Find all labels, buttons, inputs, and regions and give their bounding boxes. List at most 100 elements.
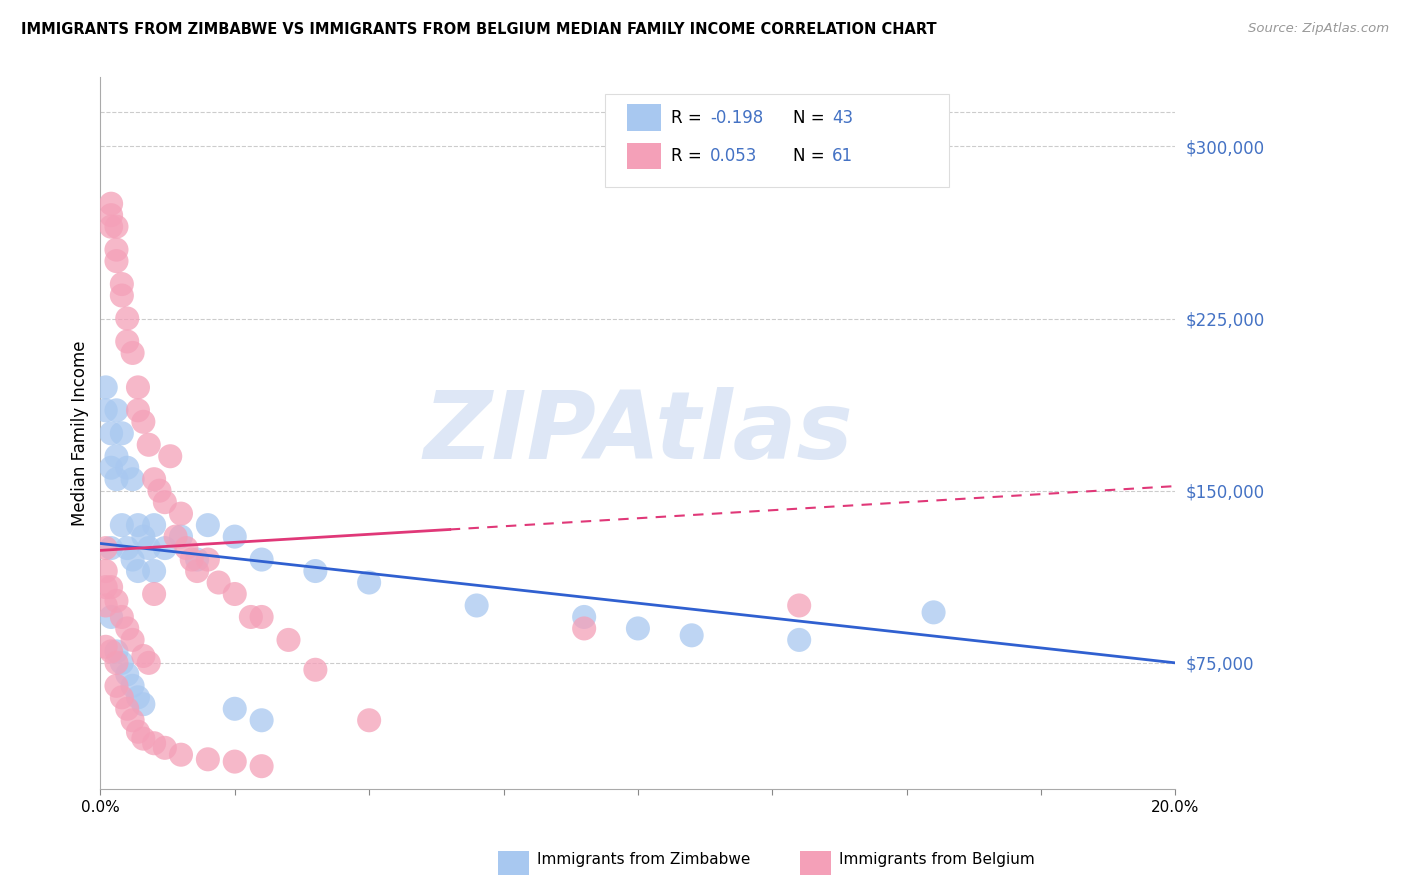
Point bbox=[111, 518, 134, 533]
Point bbox=[359, 713, 381, 727]
Point bbox=[100, 219, 122, 234]
Point bbox=[111, 288, 134, 302]
Point bbox=[115, 667, 138, 681]
Text: 61: 61 bbox=[832, 147, 853, 165]
Point bbox=[359, 575, 381, 590]
Point bbox=[121, 346, 143, 360]
Point bbox=[165, 530, 187, 544]
Point bbox=[197, 752, 219, 766]
Point bbox=[465, 599, 488, 613]
Point bbox=[138, 656, 160, 670]
Point bbox=[111, 426, 134, 441]
Point bbox=[121, 632, 143, 647]
Point bbox=[111, 277, 134, 291]
Point bbox=[111, 690, 134, 705]
Point bbox=[94, 564, 117, 578]
Text: Immigrants from Belgium: Immigrants from Belgium bbox=[839, 853, 1035, 867]
Point bbox=[224, 702, 246, 716]
Point bbox=[170, 507, 193, 521]
Point bbox=[127, 518, 149, 533]
Point bbox=[105, 679, 128, 693]
Point bbox=[207, 575, 229, 590]
Point bbox=[121, 472, 143, 486]
Point bbox=[138, 541, 160, 555]
Point bbox=[94, 541, 117, 555]
Point bbox=[143, 472, 166, 486]
Point bbox=[105, 219, 128, 234]
Point bbox=[197, 518, 219, 533]
Point bbox=[105, 656, 128, 670]
Point bbox=[127, 380, 149, 394]
Point bbox=[115, 622, 138, 636]
Text: R =: R = bbox=[671, 109, 707, 127]
Point bbox=[127, 690, 149, 705]
Point bbox=[304, 663, 326, 677]
Point bbox=[105, 594, 128, 608]
Point bbox=[111, 610, 134, 624]
Text: -0.198: -0.198 bbox=[710, 109, 763, 127]
Point bbox=[143, 587, 166, 601]
Point bbox=[100, 460, 122, 475]
Point bbox=[105, 644, 128, 658]
Point bbox=[239, 610, 262, 624]
Point bbox=[127, 403, 149, 417]
Point bbox=[153, 541, 176, 555]
Text: Immigrants from Zimbabwe: Immigrants from Zimbabwe bbox=[537, 853, 751, 867]
Point bbox=[250, 610, 273, 624]
Text: R =: R = bbox=[671, 147, 707, 165]
Point bbox=[186, 552, 208, 566]
Point bbox=[94, 580, 117, 594]
Text: N =: N = bbox=[793, 147, 830, 165]
Point bbox=[100, 580, 122, 594]
Point bbox=[922, 606, 945, 620]
Point bbox=[94, 380, 117, 394]
Point bbox=[111, 656, 134, 670]
Point bbox=[138, 438, 160, 452]
Point bbox=[105, 254, 128, 268]
Point bbox=[224, 587, 246, 601]
Point bbox=[143, 518, 166, 533]
Point bbox=[681, 628, 703, 642]
Point bbox=[100, 610, 122, 624]
Point bbox=[250, 552, 273, 566]
Point bbox=[186, 564, 208, 578]
Point bbox=[121, 552, 143, 566]
Y-axis label: Median Family Income: Median Family Income bbox=[72, 341, 89, 526]
Point bbox=[127, 564, 149, 578]
Point bbox=[224, 530, 246, 544]
Text: ZIPAtlas: ZIPAtlas bbox=[423, 387, 853, 479]
Point bbox=[159, 449, 181, 463]
Point bbox=[153, 495, 176, 509]
Point bbox=[197, 552, 219, 566]
Point bbox=[94, 599, 117, 613]
Point bbox=[94, 403, 117, 417]
Point bbox=[105, 403, 128, 417]
Point bbox=[115, 334, 138, 349]
Point bbox=[250, 713, 273, 727]
Point bbox=[180, 552, 202, 566]
Point bbox=[143, 736, 166, 750]
Point bbox=[115, 702, 138, 716]
Point bbox=[115, 541, 138, 555]
Point bbox=[277, 632, 299, 647]
Point bbox=[121, 713, 143, 727]
Text: N =: N = bbox=[793, 109, 830, 127]
Text: IMMIGRANTS FROM ZIMBABWE VS IMMIGRANTS FROM BELGIUM MEDIAN FAMILY INCOME CORRELA: IMMIGRANTS FROM ZIMBABWE VS IMMIGRANTS F… bbox=[21, 22, 936, 37]
Point bbox=[132, 731, 155, 746]
Point bbox=[115, 311, 138, 326]
Point bbox=[132, 697, 155, 711]
Point bbox=[105, 472, 128, 486]
Point bbox=[176, 541, 198, 555]
Text: Source: ZipAtlas.com: Source: ZipAtlas.com bbox=[1249, 22, 1389, 36]
Point bbox=[100, 196, 122, 211]
Point bbox=[304, 564, 326, 578]
Point bbox=[105, 243, 128, 257]
Text: 43: 43 bbox=[832, 109, 853, 127]
Point bbox=[115, 460, 138, 475]
Point bbox=[148, 483, 170, 498]
Point bbox=[627, 622, 650, 636]
Point bbox=[132, 530, 155, 544]
Point bbox=[787, 599, 810, 613]
Point bbox=[787, 632, 810, 647]
Point bbox=[94, 640, 117, 654]
